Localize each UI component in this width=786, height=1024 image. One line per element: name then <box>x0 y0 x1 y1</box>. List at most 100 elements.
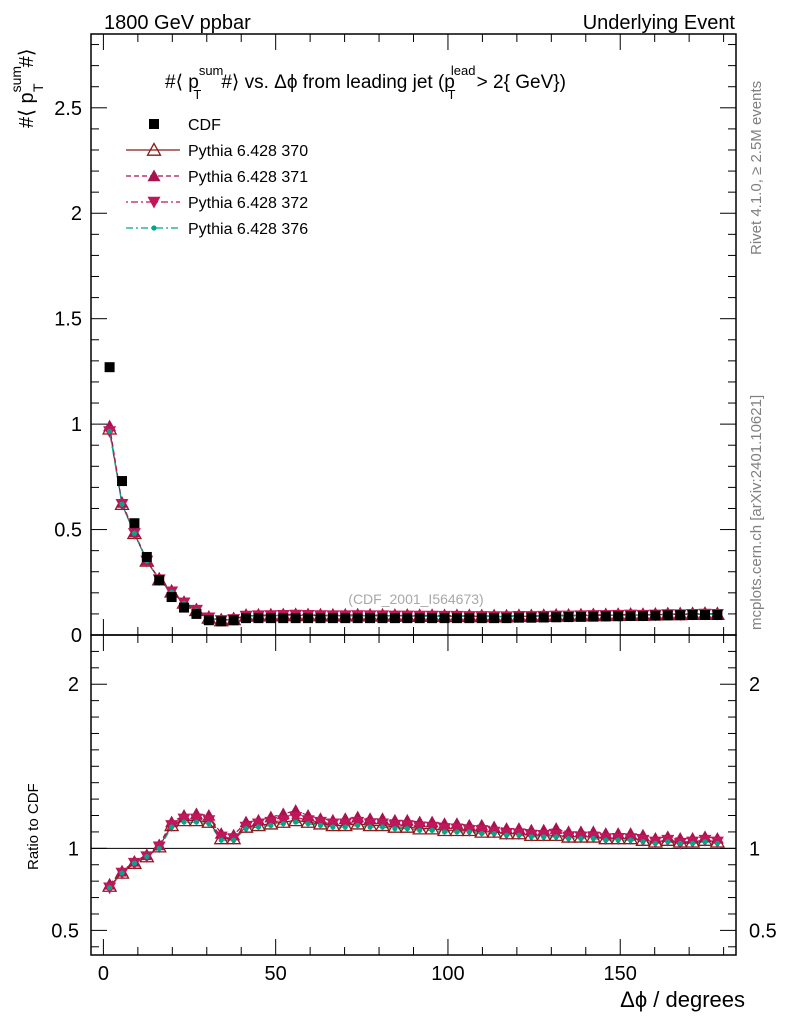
watermark: (CDF_2001_I564673) <box>348 591 483 607</box>
cdf-point <box>588 611 599 622</box>
ratio-point-3 <box>491 830 497 837</box>
ratio-point-2 <box>313 816 327 829</box>
ratio-point-0 <box>412 820 428 835</box>
ratio-point-2 <box>177 813 191 826</box>
ratio-point-2 <box>202 815 216 827</box>
ratio-point-0 <box>300 814 316 828</box>
ratio-tick-label-left: 2 <box>68 674 79 696</box>
cdf-point <box>340 613 351 624</box>
ratio-point-3 <box>193 819 200 825</box>
cdf-point <box>439 613 450 624</box>
x-tick-label: 50 <box>265 963 287 985</box>
ratio-point-2 <box>214 831 228 844</box>
cdf-point <box>365 613 376 624</box>
cdf-point <box>203 615 214 626</box>
cdf-point <box>538 612 549 623</box>
legend-label: Pythia 6.428 372 <box>188 195 308 212</box>
ratio-point-3 <box>454 829 460 835</box>
ratio-point-3 <box>131 860 138 866</box>
axis-ticks: 0 50 100 150 0 0.5 1 1.5 2 2.5 0.5 0.5 1 1 2 2 <box>51 34 777 985</box>
ratio-point-3 <box>541 834 547 840</box>
ratio-point-3 <box>528 834 534 840</box>
ratio-point-3 <box>404 826 410 832</box>
cdf-point <box>699 609 710 620</box>
ratio-point-0 <box>263 815 279 830</box>
cdf-point <box>117 476 128 487</box>
cdf-point <box>427 613 438 624</box>
x-tick-label: 150 <box>604 963 637 985</box>
ratio-point-0 <box>350 815 366 830</box>
x-tick-label: 100 <box>431 963 464 985</box>
header-right: Underlying Event <box>583 12 736 34</box>
ratio-point-2 <box>388 820 402 832</box>
ratio-point-3 <box>144 853 150 860</box>
ratio-point-3 <box>441 829 448 835</box>
ratio-point-0 <box>474 824 490 838</box>
side-text-top: Rivet 4.1.0, ≥ 2.5M events <box>748 81 765 255</box>
ratio-point-2 <box>400 820 414 832</box>
ratio-point-2 <box>375 818 389 831</box>
cdf-point <box>315 613 326 624</box>
ratio-point-0 <box>288 812 304 827</box>
ratio-point-3 <box>156 845 162 851</box>
cdf-point <box>377 613 388 624</box>
cdf-point <box>241 613 252 624</box>
side-text-bottom: mcplots.cern.ch [arXiv:2401.10621] <box>748 395 765 630</box>
ratio-point-3 <box>665 839 671 845</box>
ratio-point-3 <box>565 835 572 842</box>
cdf-point <box>141 551 152 562</box>
cdf-point <box>253 613 264 624</box>
cdf-point <box>216 616 227 627</box>
ratio-point-2 <box>276 815 290 827</box>
cdf-point <box>526 612 537 623</box>
ratio-point-3 <box>218 837 224 843</box>
y-tick-label: 1.5 <box>54 309 82 331</box>
ratio-point-0 <box>424 820 440 835</box>
ratio-point-3 <box>702 839 708 845</box>
ratio-point-3 <box>578 835 584 842</box>
ratio-point-2 <box>413 821 427 834</box>
ratio-point-3 <box>392 826 398 832</box>
ratio-point-3 <box>255 824 262 830</box>
x-tick-label: 0 <box>98 963 109 985</box>
ratio-point-0 <box>275 814 291 828</box>
ratio-point-3 <box>603 837 609 843</box>
cdf-point <box>402 613 413 624</box>
ratio-point-2 <box>450 823 464 836</box>
cdf-point <box>575 611 586 622</box>
cdf-point <box>662 610 673 621</box>
legend-label: Pythia 6.428 371 <box>188 169 308 186</box>
y-tick-label: 0 <box>71 625 82 647</box>
y-tick-label: 2.5 <box>54 98 82 120</box>
ratio-plot-frame <box>90 634 737 956</box>
cdf-point <box>675 610 686 621</box>
legend-label: Pythia 6.428 376 <box>188 221 308 238</box>
ratio-point-2 <box>425 821 439 834</box>
ratio-point-0 <box>337 817 353 832</box>
cdf-point <box>327 613 338 624</box>
y-tick-label: 1 <box>71 414 82 436</box>
mc-point-3 <box>131 530 138 536</box>
x-axis-label: Δϕ / degrees <box>620 987 745 1012</box>
ratio-point-3 <box>355 822 361 828</box>
cdf-point <box>513 612 524 623</box>
cdf-point <box>637 611 648 622</box>
ratio-point-3 <box>714 840 720 847</box>
ratio-point-3 <box>317 822 324 828</box>
legend-label: Pythia 6.428 370 <box>188 143 308 160</box>
cdf-point <box>476 613 487 624</box>
ratio-point-0 <box>449 822 465 837</box>
cdf-point <box>191 608 202 619</box>
ratio-point-3 <box>627 837 634 843</box>
legend-marker-3 <box>151 225 157 231</box>
ratio-point-2 <box>301 815 315 827</box>
ratio-point-3 <box>640 839 646 845</box>
ratio-point-2 <box>264 816 278 829</box>
ratio-point-3 <box>243 826 249 832</box>
ratio-point-3 <box>689 840 696 847</box>
cdf-point <box>625 611 636 622</box>
cdf-point <box>600 611 611 622</box>
ratio-point-3 <box>466 829 472 835</box>
ratio-point-2 <box>338 818 352 831</box>
